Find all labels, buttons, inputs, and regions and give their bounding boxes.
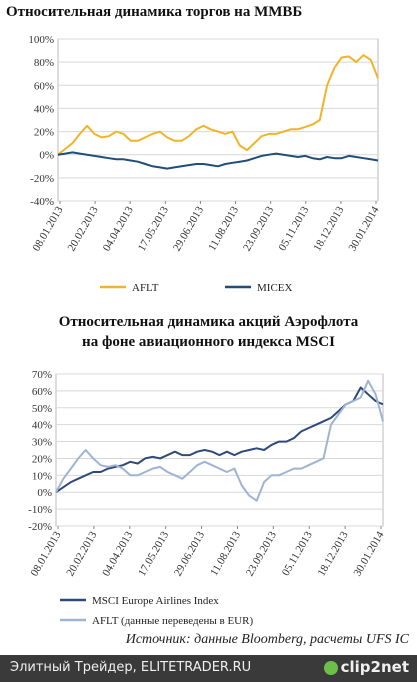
c2-x-tick-label: 29.06.2013 bbox=[172, 529, 207, 578]
c1-y-tick-label: -40% bbox=[30, 196, 54, 208]
footer-brand-label: clip2net bbox=[340, 658, 409, 676]
c2-x-tick-label: 04.04.2013 bbox=[100, 529, 135, 578]
c2-y-tick-label: 20% bbox=[32, 453, 52, 465]
c1-series-line-0 bbox=[57, 54, 379, 156]
c2-y-tick-label: -20% bbox=[28, 521, 52, 533]
c1-legend-label: MICEX bbox=[257, 282, 293, 294]
c1-y-tick-label: 80% bbox=[34, 57, 54, 69]
chart2-title: Относительная динамика акций Аэрофлота н… bbox=[0, 312, 417, 352]
source-text: Источник: данные Bloomberg, расчеты UFS … bbox=[125, 632, 409, 647]
c1-x-tick-label: 05.11.2013 bbox=[276, 204, 311, 253]
c1-y-tick-label: 40% bbox=[34, 103, 54, 115]
chart1-title: Относительная динамика торгов на ММВБ bbox=[6, 4, 303, 20]
c2-series-line-0 bbox=[55, 386, 384, 494]
c1-x-tick-label: 30.01.2014 bbox=[346, 204, 381, 253]
c2-x-tick-label: 30.01.2014 bbox=[351, 529, 386, 578]
c2-x-tick-label: 20.02.2013 bbox=[64, 529, 99, 578]
c2-y-tick-label: 10% bbox=[32, 470, 52, 482]
c2-series-line-1 bbox=[55, 379, 384, 502]
c2-legend-label: MSCI Europe Airlines Index bbox=[92, 595, 219, 607]
c1-series-line-1 bbox=[57, 151, 379, 170]
c2-y-tick-label: 60% bbox=[32, 386, 52, 398]
c2-x-tick-label: 18.12.2013 bbox=[316, 529, 351, 578]
c1-x-tick-label: 18.12.2013 bbox=[311, 204, 346, 253]
c1-y-tick-label: 0% bbox=[39, 150, 54, 162]
c1-y-tick-label: -20% bbox=[30, 173, 54, 185]
c1-x-tick-label: 23.09.2013 bbox=[241, 204, 276, 253]
c2-x-tick-label: 23.09.2013 bbox=[244, 529, 279, 578]
c1-x-tick-label: 08.01.2013 bbox=[30, 204, 65, 253]
c1-y-tick-label: 20% bbox=[34, 127, 54, 139]
chart2-title-line1: Относительная динамика акций Аэрофлота bbox=[58, 314, 359, 330]
chart2: 70% 60% 50% 40% 30% 20% 10% 0% -10% -20% 08.01.20… bbox=[28, 369, 387, 627]
chart1: 100% 80% 60% 40% 20% 0% -20% -40% 08.01.2013 20.… bbox=[28, 34, 382, 294]
c2-legend-label: AFLT (данные переведены в EUR) bbox=[92, 615, 253, 627]
c1-x-tick-label: 17.05.2013 bbox=[136, 204, 171, 253]
c2-y-tick-label: 70% bbox=[32, 369, 52, 381]
c1-y-tick-label: 100% bbox=[28, 34, 54, 46]
chart2-title-line2: на фоне авиационного индекса MSCI bbox=[82, 334, 335, 350]
c2-y-tick-label: 0% bbox=[37, 487, 52, 499]
c1-x-tick-label: 11.08.2013 bbox=[206, 204, 241, 253]
clip2net-icon bbox=[323, 660, 338, 675]
footer-brand[interactable]: clip2net bbox=[323, 658, 409, 676]
c2-x-tick-label: 11.08.2013 bbox=[208, 529, 243, 578]
c1-x-tick-label: 20.02.2013 bbox=[66, 204, 101, 253]
c2-y-tick-label: 50% bbox=[32, 403, 52, 415]
c2-x-tick-label: 17.05.2013 bbox=[136, 529, 171, 578]
c2-y-tick-label: 40% bbox=[32, 420, 52, 432]
c2-x-tick-label: 05.11.2013 bbox=[280, 529, 315, 578]
footer-site-text: Элитный Трейдер, ELITETRADER.RU bbox=[10, 660, 252, 675]
c2-y-tick-label: -10% bbox=[28, 504, 52, 516]
c2-y-tick-label: 30% bbox=[32, 437, 52, 449]
c1-y-tick-label: 60% bbox=[34, 80, 54, 92]
c1-legend-label: AFLT bbox=[132, 282, 159, 294]
c1-x-tick-label: 04.04.2013 bbox=[101, 204, 136, 253]
c2-plot-frame bbox=[55, 373, 384, 527]
c2-x-tick-label: 08.01.2013 bbox=[28, 529, 63, 578]
footer-bar: Элитный Трейдер, ELITETRADER.RU clip2net bbox=[0, 655, 417, 682]
c1-plot-frame bbox=[57, 38, 379, 202]
c1-x-tick-label: 29.06.2013 bbox=[171, 204, 206, 253]
